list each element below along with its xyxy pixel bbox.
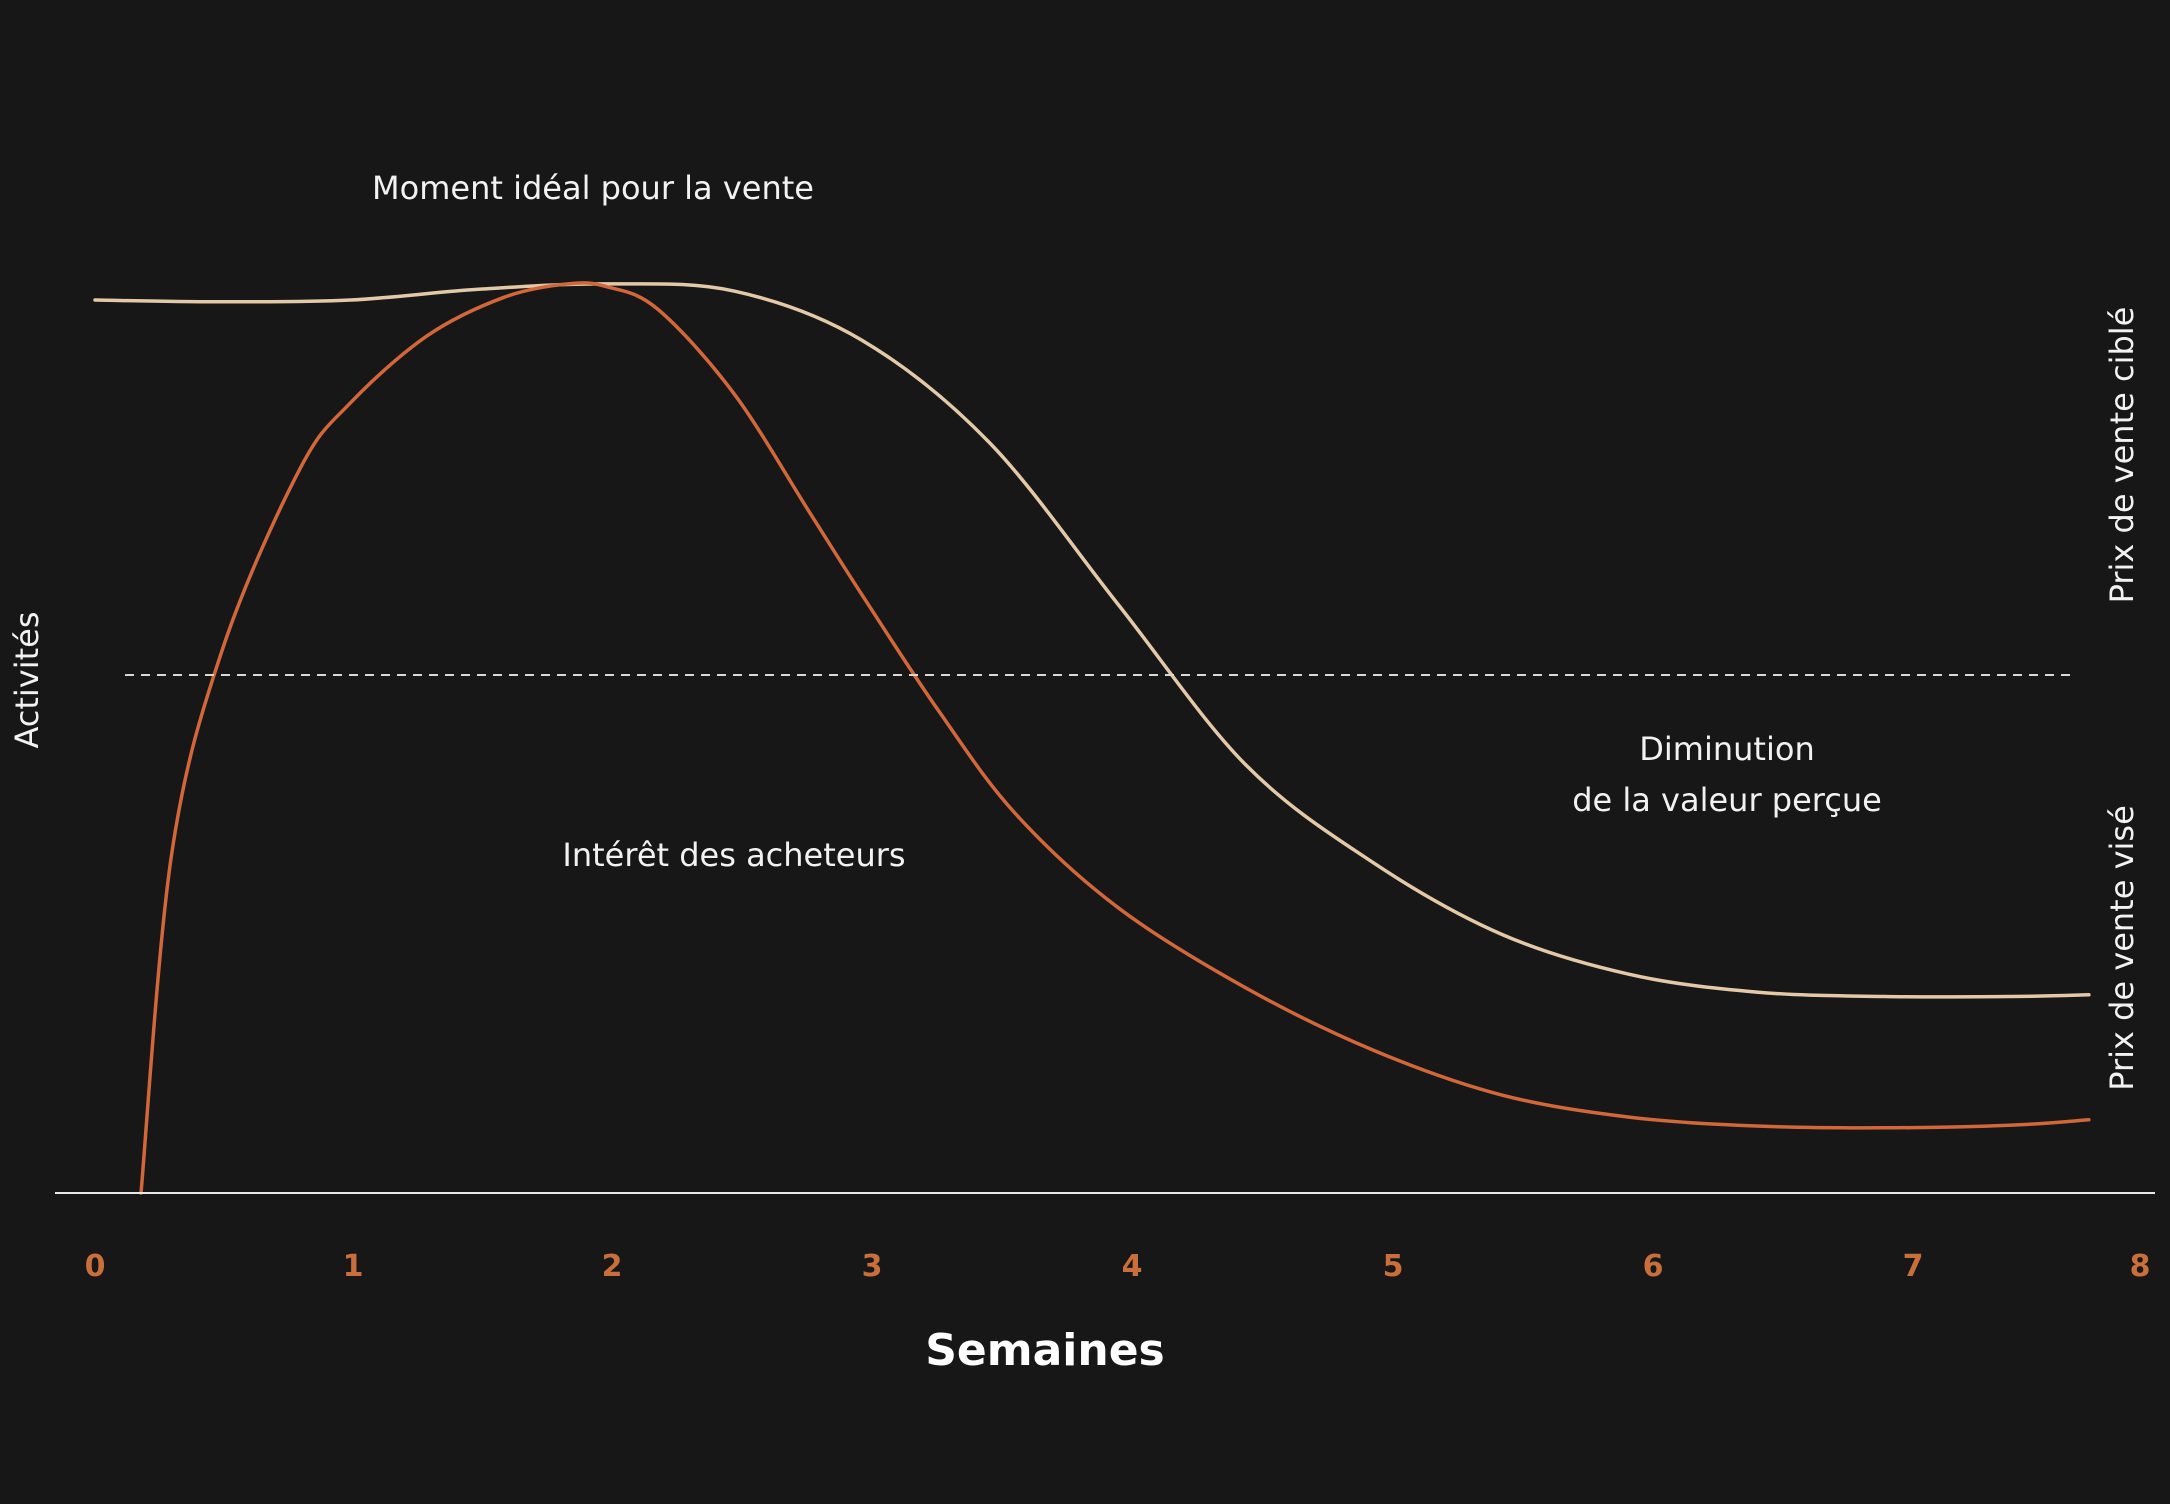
- x-axis-label: Semaines: [925, 1325, 1165, 1376]
- annotation-decline-line1: Diminution: [1639, 730, 1814, 768]
- series-lines: [93, 281, 2091, 1195]
- annotation-decline-line2: de la valeur perçue: [1572, 781, 1882, 819]
- x-tick-label: 7: [1903, 1249, 1924, 1284]
- annotation-peak: Moment idéal pour la vente: [372, 169, 814, 207]
- series-line-interest: [139, 281, 2091, 1195]
- x-tick-label: 1: [343, 1249, 364, 1284]
- x-tick-label: 8: [2130, 1249, 2151, 1284]
- x-tick-label: 2: [602, 1249, 623, 1284]
- annotation-interest: Intérêt des acheteurs: [562, 836, 905, 874]
- x-tick-labels: 0 1 2 3 4 5 6 7 8: [85, 1249, 2151, 1284]
- x-tick-label: 5: [1383, 1249, 1404, 1284]
- y-axis-label: Activités: [8, 611, 46, 748]
- x-tick-label: 4: [1122, 1249, 1143, 1284]
- right-label-lower: Prix de vente visé: [2103, 805, 2141, 1091]
- series-line-value: [93, 282, 2091, 999]
- right-label-upper: Prix de vente ciblé: [2103, 307, 2141, 604]
- x-tick-label: 3: [862, 1249, 883, 1284]
- x-tick-label: 0: [85, 1249, 106, 1284]
- x-tick-label: 6: [1643, 1249, 1664, 1284]
